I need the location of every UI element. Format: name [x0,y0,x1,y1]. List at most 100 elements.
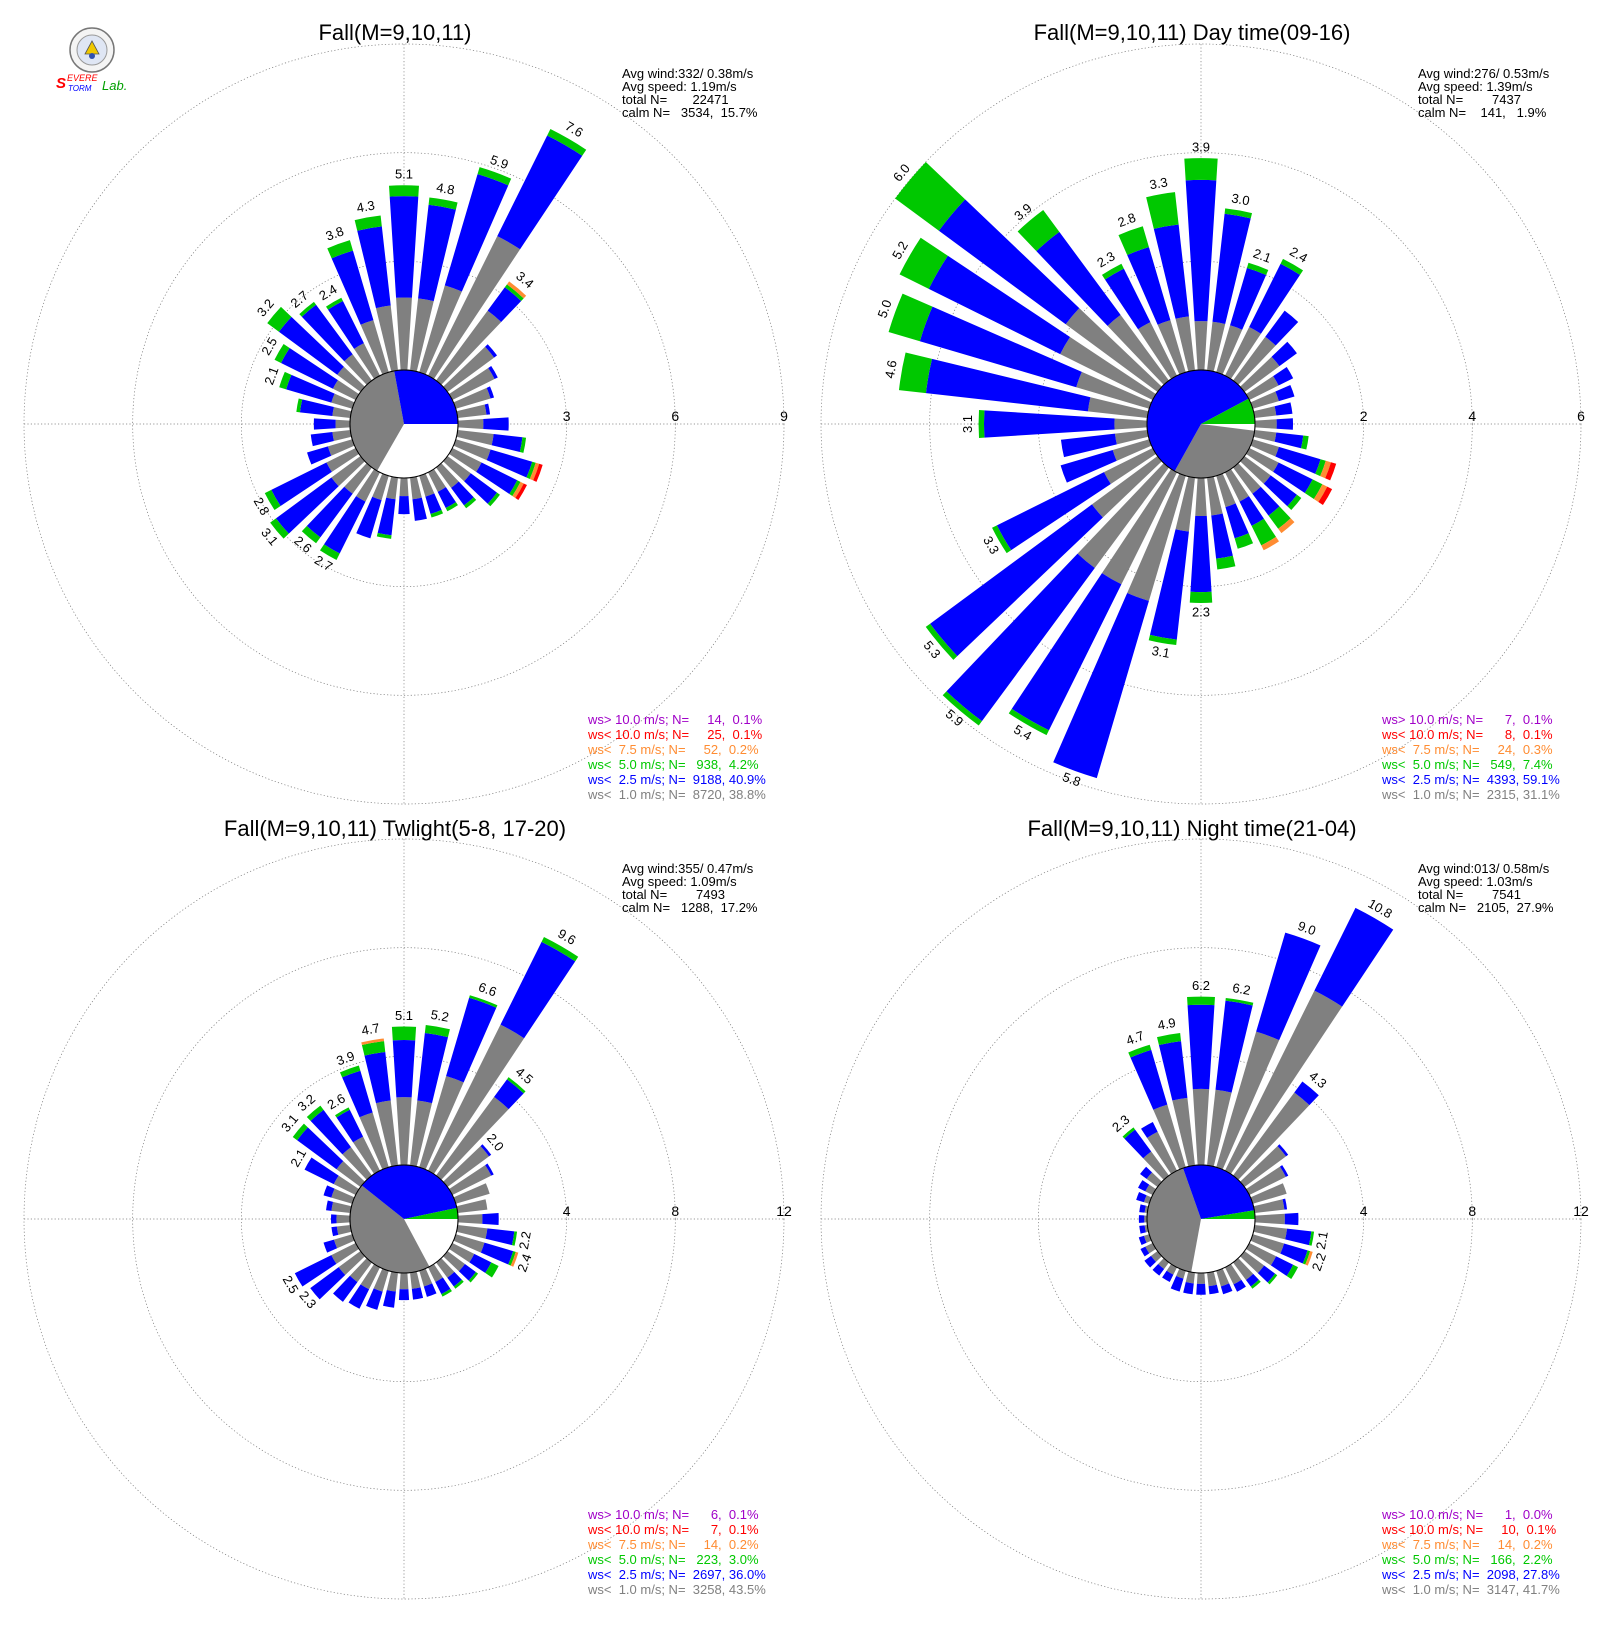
wind-bar-segment [1101,263,1124,280]
legend-entry: ws> 10.0 m/s; N= 1, 0.0% [1381,1507,1553,1522]
wind-bar-segment [533,463,543,482]
legend-entry: ws< 2.5 m/s; N= 9188, 40.9% [587,772,766,787]
wind-bar-segment [480,1144,492,1157]
wind-bar-segment [356,496,382,539]
bar-value-label: 2.8 [1116,210,1138,230]
wind-bar-segment [326,448,360,472]
wind-bar-segment [1184,158,1218,181]
wind-bar-segment [453,439,491,461]
wind-bar-segment [1225,997,1254,1006]
wind-bar-segment [1008,708,1049,736]
wind-bar-segment [458,1263,476,1281]
bar-value-label: 3.8 [324,223,346,243]
wind-bar-segment [344,463,372,494]
calm-pie-slice [1201,424,1255,431]
wind-bar-segment [485,1228,515,1246]
wind-bar-segment [480,1242,514,1265]
wind-rose-panel-1: Fall(M=9,10,11)3 6 95.14.85.97.63.42.72.63… [23,20,788,805]
wind-bar-segment [274,344,290,363]
wind-bar-segment [1152,1264,1165,1276]
wind-bar-segment [456,1225,488,1239]
wind-bar-segment [313,418,336,430]
wind-bar-segment [477,167,512,186]
wind-bar-segment [1208,1284,1219,1295]
wind-bar-segment [1153,1104,1186,1170]
bar-value-label: 3.1 [1151,643,1171,661]
calm-pie-slice [1146,1168,1201,1273]
calm-pie-slice [361,1165,457,1219]
wind-bar-segment [1158,1041,1188,1101]
wind-bar-segment [301,526,321,544]
wind-bar-segment [451,481,474,506]
wind-bar-segment [412,497,427,521]
wind-bar-segment [942,691,982,726]
wind-bar-segment [1245,1166,1286,1195]
bar-value-label: 2.2 [516,1230,534,1250]
wind-bar-segment [1176,1268,1186,1279]
wind-bar-segment [1233,1279,1246,1292]
wind-bar-segment [333,1234,355,1249]
wind-bar-segment [491,434,523,453]
stats-line: Avg wind:332/ 0.38m/s [622,66,754,81]
stats-line: Avg speed: 1.19m/s [622,79,737,94]
wind-bar-segment [1196,1283,1206,1295]
wind-bar-segment [323,1185,335,1198]
bar-value-label: 2.1 [1251,246,1273,266]
wind-bar-segment [310,1267,346,1300]
wind-bar-segment [1240,356,1280,392]
wind-bar-segment [1233,463,1261,494]
wind-bar-segment [1224,208,1253,219]
wind-bar-segment [1157,320,1186,375]
legend-entry: ws< 5.0 m/s; N= 549, 7.4% [1381,757,1553,772]
wind-bar-segment [1139,1204,1146,1213]
wind-bar-segment [1141,1121,1158,1138]
wind-bar-segment [296,398,303,413]
chart-title: Fall(M=9,10,11) Night time(21-04) [1027,816,1356,841]
grid-ring [1037,1055,1365,1383]
ring-label: 4 [1360,1203,1368,1219]
wind-bar-segment [1207,1089,1232,1167]
logo-evere: EVERE [67,73,99,83]
legend-entry: ws< 10.0 m/s; N= 7, 0.1% [587,1522,759,1537]
wind-bar-segment [1233,1092,1310,1180]
wind-bar-segment [331,250,374,325]
stats-line: Avg wind:276/ 0.53m/s [1418,66,1550,81]
wind-bar-segment [306,1105,324,1121]
wind-bar-segment [399,1272,409,1290]
wind-bar-segment [356,468,380,502]
logo-lab: Lab. [102,78,127,93]
bar-value-label: 4.8 [435,180,455,198]
wind-bar-segment [1076,371,1152,409]
wind-bar-segment [286,374,335,403]
wind-bar-segment [1175,316,1195,372]
wind-bar-segment [1145,1243,1157,1254]
wind-bar-segment [1251,518,1276,546]
wind-bar-segment [1308,1231,1315,1246]
wind-bar-segment [281,348,338,389]
wind-bar-segment [410,1100,433,1167]
wind-bar-segment [1077,463,1169,569]
wind-bar-segment [445,502,458,512]
wind-bar-segment [360,1263,380,1290]
wind-bar-segment [1144,1255,1156,1268]
calm-circle-outline [1146,1164,1256,1274]
wind-bar-segment [1249,263,1301,334]
wind-bar-segment [1104,268,1151,330]
wind-bar-segment [448,368,495,400]
wind-bar-segment [279,371,292,390]
wind-bar-segment [1313,484,1328,502]
wind-bar-segment [448,1243,475,1263]
wind-bar-segment [1127,473,1186,601]
grid-ring [240,1055,568,1383]
wind-bar-segment [331,393,355,409]
wind-bar-segment [328,301,364,349]
wind-bar-segment [1256,932,1321,1041]
wind-bar-segment [331,1201,352,1213]
wind-bar-segment [332,407,352,418]
wind-bar-segment [512,481,524,498]
wind-bar-segment [435,1277,451,1295]
wind-bar-segment [1285,1228,1312,1246]
wind-bar-segment [898,352,932,394]
wind-bar-segment [464,473,498,504]
wind-bar-segment [928,255,1071,355]
